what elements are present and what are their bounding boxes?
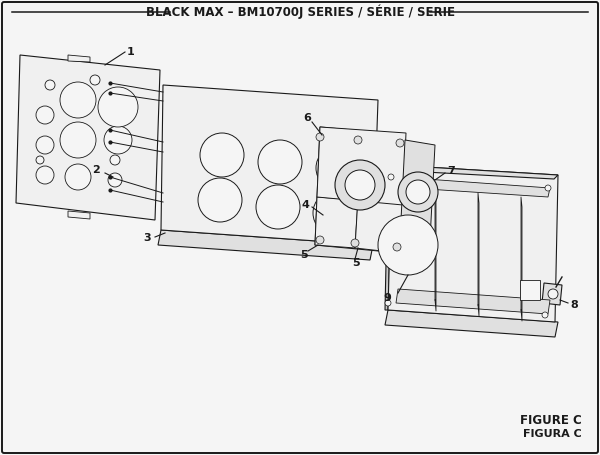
- Text: 2: 2: [92, 165, 100, 175]
- Circle shape: [258, 140, 302, 184]
- Circle shape: [60, 82, 96, 118]
- Polygon shape: [388, 165, 558, 179]
- Circle shape: [36, 166, 54, 184]
- Circle shape: [36, 156, 44, 164]
- Circle shape: [36, 136, 54, 154]
- Text: 3: 3: [143, 233, 151, 243]
- Bar: [520, 280, 540, 300]
- Polygon shape: [161, 85, 378, 245]
- Polygon shape: [68, 55, 90, 62]
- Circle shape: [200, 133, 244, 177]
- Circle shape: [548, 289, 558, 299]
- Polygon shape: [388, 165, 558, 322]
- Text: 7: 7: [447, 166, 455, 176]
- Circle shape: [406, 180, 430, 204]
- Circle shape: [45, 80, 55, 90]
- Polygon shape: [385, 310, 558, 337]
- Polygon shape: [385, 170, 392, 310]
- Circle shape: [108, 173, 122, 187]
- Circle shape: [351, 239, 359, 247]
- Circle shape: [198, 178, 242, 222]
- Circle shape: [256, 185, 300, 229]
- Circle shape: [393, 243, 401, 251]
- Text: 6: 6: [303, 113, 311, 123]
- Text: FIGURE C: FIGURE C: [520, 414, 582, 427]
- Circle shape: [345, 170, 375, 200]
- Circle shape: [316, 146, 360, 190]
- Text: 1: 1: [127, 47, 135, 57]
- Polygon shape: [315, 197, 358, 248]
- Circle shape: [378, 215, 438, 275]
- Text: 4: 4: [302, 200, 310, 210]
- Polygon shape: [317, 127, 406, 205]
- Polygon shape: [158, 230, 373, 260]
- Circle shape: [36, 106, 54, 124]
- Text: 5: 5: [352, 258, 359, 268]
- Polygon shape: [355, 197, 403, 253]
- Polygon shape: [396, 177, 550, 197]
- Circle shape: [396, 139, 404, 147]
- Text: 5: 5: [300, 250, 308, 260]
- Polygon shape: [315, 127, 405, 253]
- Circle shape: [65, 164, 91, 190]
- Circle shape: [385, 300, 391, 306]
- Polygon shape: [400, 140, 435, 240]
- Circle shape: [104, 126, 132, 154]
- Circle shape: [545, 185, 551, 191]
- Circle shape: [98, 87, 138, 127]
- Circle shape: [354, 136, 362, 144]
- Text: 9: 9: [383, 293, 391, 303]
- Circle shape: [398, 172, 438, 212]
- Circle shape: [335, 160, 385, 210]
- Circle shape: [542, 312, 548, 318]
- Circle shape: [90, 75, 100, 85]
- Polygon shape: [396, 289, 550, 314]
- Polygon shape: [16, 55, 160, 220]
- Text: 8: 8: [570, 300, 578, 310]
- Circle shape: [110, 155, 120, 165]
- Circle shape: [313, 191, 357, 235]
- Polygon shape: [542, 283, 562, 305]
- Circle shape: [60, 122, 96, 158]
- Circle shape: [388, 174, 394, 180]
- Text: BLACK MAX – BM10700J SERIES / SÉRIE / SERIE: BLACK MAX – BM10700J SERIES / SÉRIE / SE…: [146, 5, 455, 19]
- Circle shape: [316, 236, 324, 244]
- Polygon shape: [68, 211, 90, 219]
- Circle shape: [316, 133, 324, 141]
- Text: FIGURA C: FIGURA C: [523, 429, 582, 439]
